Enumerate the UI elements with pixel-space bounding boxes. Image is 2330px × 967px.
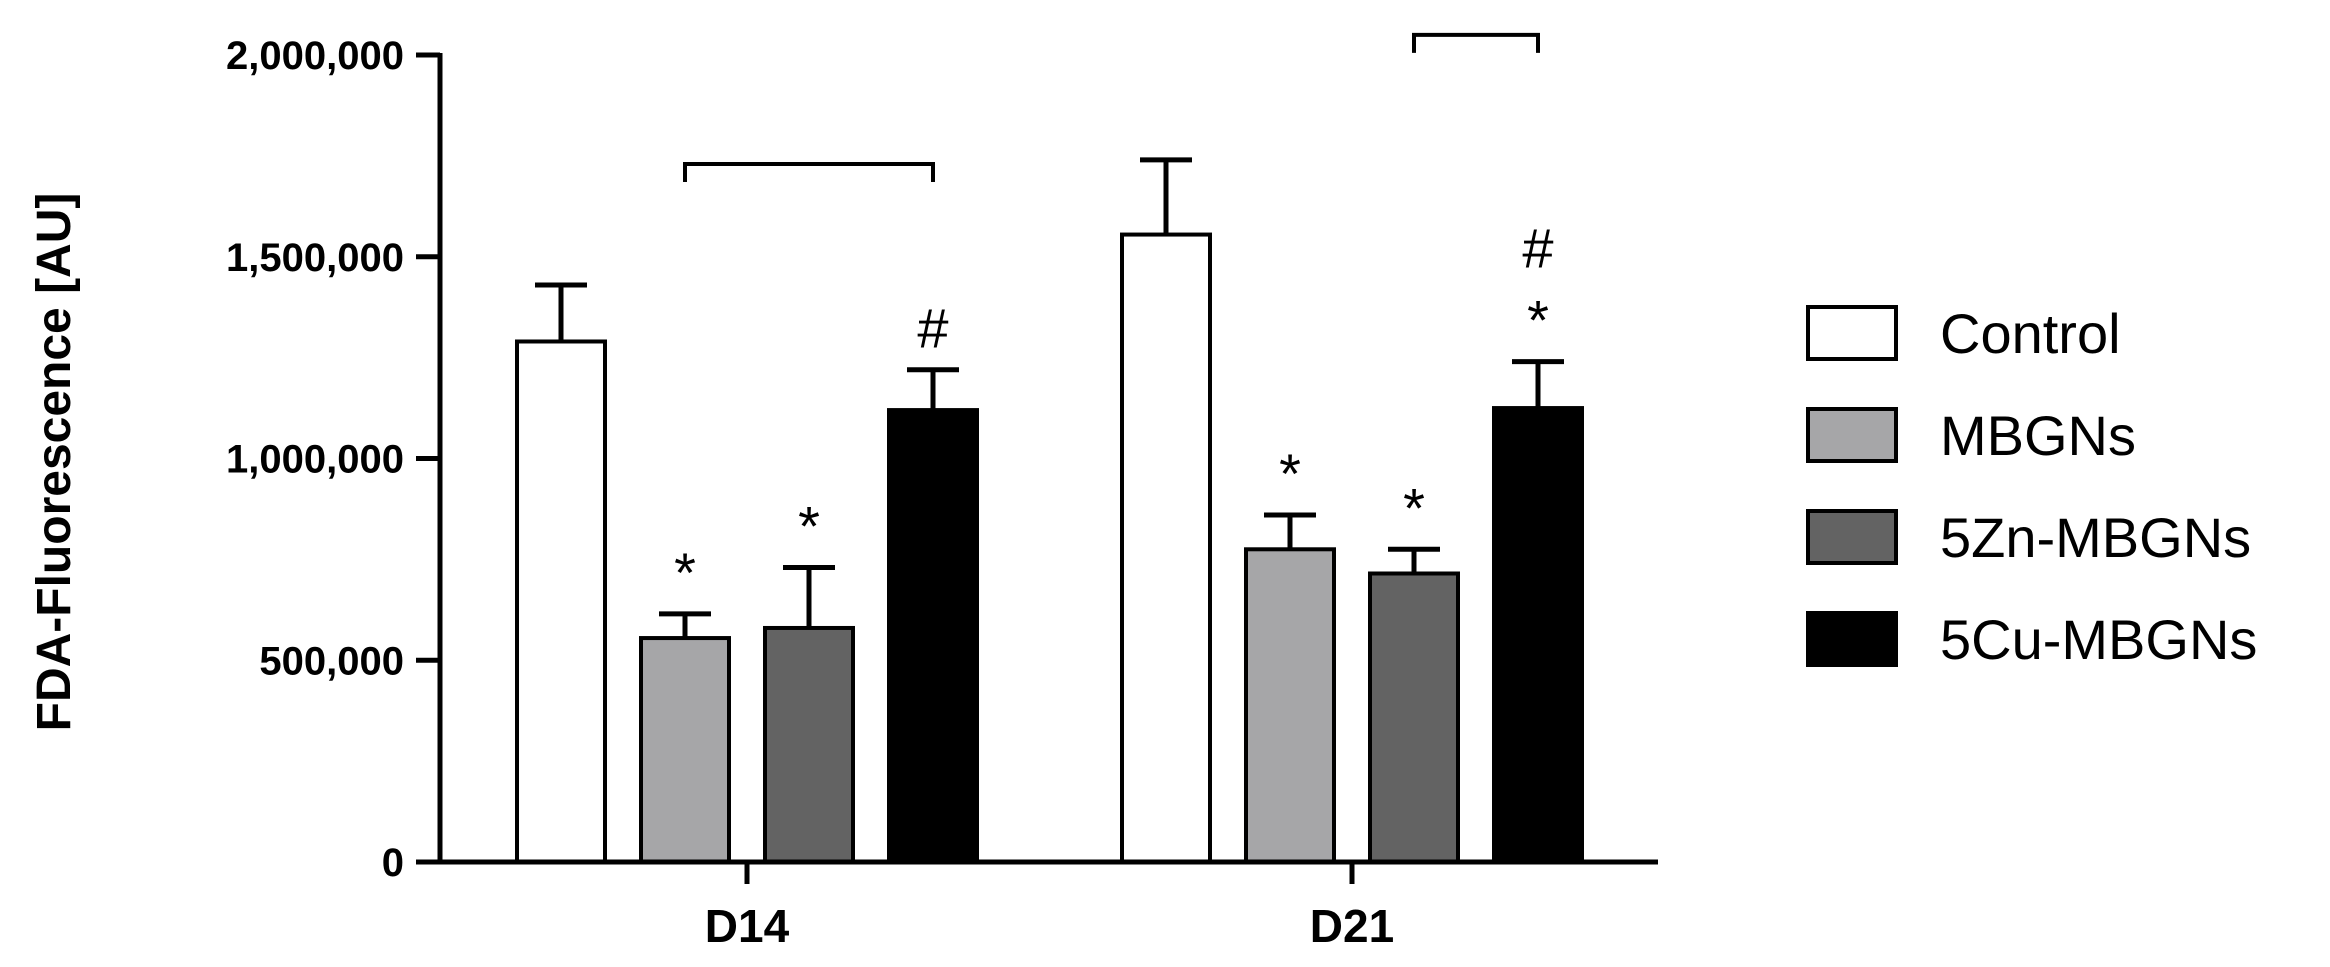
bar: [1368, 571, 1460, 864]
bar: [639, 636, 731, 864]
y-axis-label: FDA-Fluorescence [AU]: [28, 193, 81, 732]
legend-label: 5Cu-MBGNs: [1940, 608, 2257, 671]
legend-swatch: [1806, 509, 1898, 565]
significance-hash: #: [1522, 217, 1553, 280]
significance-star: *: [798, 494, 820, 557]
bar: [1492, 406, 1584, 864]
significance-star: *: [1403, 476, 1425, 539]
y-tick-label: 1,500,000: [226, 236, 404, 280]
significance-bracket: [1412, 32, 1540, 53]
legend-swatch: [1806, 305, 1898, 361]
legend-label: 5Zn-MBGNs: [1940, 506, 2251, 569]
y-tick-label: 1,000,000: [226, 438, 404, 482]
y-axis: 0 500,000 1,000,000 1,500,000 2,000,000: [226, 34, 443, 885]
bar: [887, 408, 979, 864]
significance-star: *: [1527, 289, 1549, 352]
significance-hash: #: [917, 297, 948, 360]
legend-label: Control: [1940, 302, 2121, 365]
y-tick-label: 0: [382, 841, 404, 885]
x-axis: D14 D21: [440, 859, 1658, 952]
bar: [515, 339, 607, 864]
y-tick-label: 500,000: [259, 639, 404, 683]
significance-star: *: [1279, 442, 1301, 505]
bar: [1244, 547, 1336, 864]
legend-label: MBGNs: [1940, 404, 2136, 467]
x-tick-label: D21: [1310, 900, 1394, 952]
legend-swatch: [1806, 407, 1898, 463]
bar: [763, 625, 855, 864]
significance-bracket: [683, 161, 935, 182]
y-tick-label: 2,000,000: [226, 34, 404, 78]
significance-star: *: [674, 541, 696, 604]
legend: Control MBGNs 5Zn-MBGNs 5Cu-MBGNs: [1806, 302, 2257, 671]
bars: * * # * * # *: [515, 32, 1584, 864]
legend-swatch: [1806, 611, 1898, 667]
bar: [1120, 232, 1212, 864]
x-tick-label: D14: [705, 900, 790, 952]
